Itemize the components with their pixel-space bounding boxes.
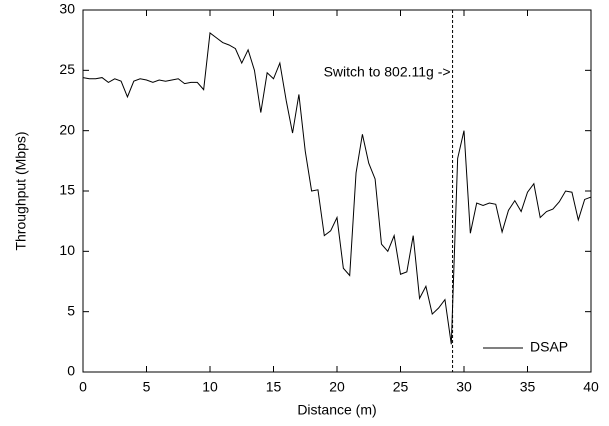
- y-tick-label: 10: [59, 242, 75, 258]
- x-tick-label: 5: [143, 379, 151, 395]
- y-tick-label: 5: [67, 302, 75, 318]
- annotation: Switch to 802.11g ->: [324, 63, 451, 79]
- x-tick-label: 35: [520, 379, 536, 395]
- x-tick-label: 40: [583, 379, 599, 395]
- x-tick-label: 10: [202, 379, 218, 395]
- legend-label: DSAP: [530, 339, 568, 355]
- y-tick-label: 25: [59, 61, 75, 77]
- x-tick-label: 20: [329, 379, 345, 395]
- data-line: [82, 31, 592, 345]
- y-axis-label: Throughput (Mbps): [13, 131, 29, 250]
- x-tick-label: 25: [393, 379, 409, 395]
- x-tick-label: 15: [266, 379, 282, 395]
- x-axis-label: Distance (m): [297, 402, 376, 418]
- y-tick-label: 0: [67, 363, 75, 379]
- y-tick-label: 30: [59, 1, 75, 17]
- y-tick-label: 20: [59, 121, 75, 137]
- y-tick-label: 15: [59, 182, 75, 198]
- x-tick-label: 30: [456, 379, 472, 395]
- x-tick-label: 0: [79, 379, 87, 395]
